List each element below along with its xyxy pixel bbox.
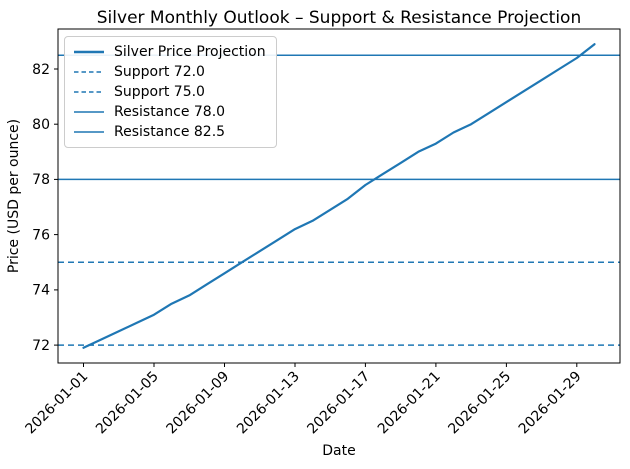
legend-item-4: Resistance 82.5 [73,122,266,142]
y-tick-label: 80 [32,117,50,133]
legend-swatch-solid-icon [74,111,104,113]
plot-border [57,28,621,364]
legend: Silver Price Projection Support 72.0 Suppo… [64,36,277,148]
legend-swatch-dashed-icon [74,71,104,73]
x-tick-label: 2026-01-25 [445,369,514,438]
y-tick-label: 82 [32,62,50,78]
legend-label: Resistance 78.0 [114,104,226,120]
legend-label: Resistance 82.5 [114,124,226,140]
legend-swatch-solid-thick-icon [74,50,104,54]
legend-item-1: Support 72.0 [73,62,266,82]
x-tick-label: 2026-01-01 [22,369,91,438]
x-axis-label: Date [322,443,356,459]
legend-swatch-dashed-icon [74,91,104,93]
x-tick-label: 2026-01-13 [234,369,303,438]
x-tick-label: 2026-01-17 [304,369,373,438]
y-axis-label: Price (USD per ounce) [6,118,22,274]
x-tick-label: 2026-01-29 [516,369,585,438]
legend-swatch-solid-icon [74,131,104,133]
legend-item-2: Support 75.0 [73,82,266,102]
y-tick-label: 74 [32,283,50,299]
legend-item-0: Silver Price Projection [73,42,266,62]
y-tick-label: 78 [32,172,50,188]
legend-label: Support 72.0 [114,64,205,80]
x-tick-label: 2026-01-21 [375,369,444,438]
y-tick-label: 76 [32,227,50,243]
legend-label: Silver Price Projection [114,44,266,60]
x-tick-label: 2026-01-05 [93,369,162,438]
legend-item-3: Resistance 78.0 [73,102,266,122]
x-tick-label: 2026-01-09 [163,369,232,438]
chart-title: Silver Monthly Outlook – Support & Resis… [96,8,582,28]
silver-price-projection-line [82,43,596,349]
y-tick-label: 72 [32,338,50,354]
legend-label: Support 75.0 [114,84,205,100]
